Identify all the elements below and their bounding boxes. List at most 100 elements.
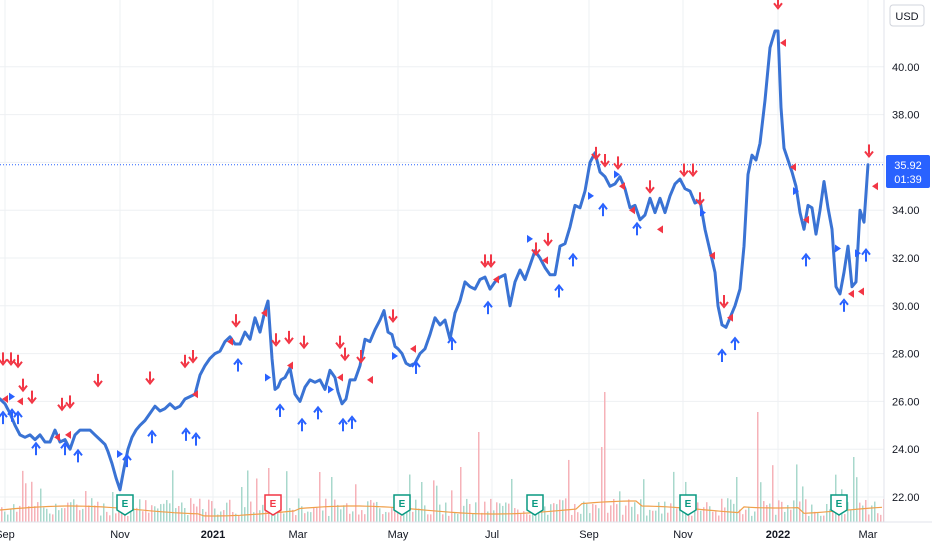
volume-bar: [352, 511, 354, 522]
entry-marker: [117, 449, 123, 458]
volume-bar: [676, 508, 678, 522]
earnings-badge[interactable]: E: [116, 494, 134, 516]
sell-arrow-head: [591, 153, 601, 161]
volume-bar: [127, 515, 129, 522]
volume-bar: [736, 477, 738, 522]
volume-bar: [25, 483, 27, 522]
volume-bar: [199, 498, 201, 522]
exit-marker: [493, 275, 499, 284]
sell-signal-arrow: [543, 232, 553, 247]
grid-lines: [0, 0, 884, 522]
volume-bar: [133, 508, 135, 522]
sell-arrow-head: [645, 186, 655, 194]
sell-arrow-head: [695, 198, 705, 206]
currency-label[interactable]: USD: [889, 4, 925, 27]
buy-arrow-head: [554, 283, 564, 292]
exit-marker: [410, 344, 416, 353]
sell-signal-arrow: [864, 144, 874, 159]
sell-arrow-head: [356, 356, 366, 364]
volume-bar: [721, 498, 723, 522]
sell-arrow-head: [613, 162, 623, 171]
sell-arrow-head: [543, 239, 553, 247]
earnings-badge[interactable]: E: [393, 494, 411, 516]
x-tick-label: May: [388, 529, 409, 541]
volume-bar: [763, 501, 765, 522]
volume-bar: [145, 500, 147, 522]
volume-bar: [535, 514, 537, 522]
sell-arrow-head: [0, 358, 8, 366]
earnings-badge-letter: E: [399, 499, 406, 510]
volume-bar: [253, 512, 255, 522]
buy-arrow-head: [598, 202, 608, 210]
volume-bar: [808, 515, 810, 522]
earnings-badge[interactable]: E: [830, 494, 848, 516]
volume-bar: [259, 510, 261, 522]
volume-bar: [553, 503, 555, 522]
volume-bar: [508, 503, 510, 522]
volume-bar: [28, 506, 30, 522]
volume-bar: [382, 514, 384, 522]
volume-bar: [238, 515, 240, 522]
volume-bar: [856, 477, 858, 522]
volume-bar: [463, 505, 465, 522]
volume-bar: [163, 503, 165, 522]
volume-bar: [280, 505, 282, 522]
volume-bar: [178, 506, 180, 522]
sell-arrow-head: [340, 353, 350, 362]
volume-bar: [775, 514, 777, 522]
earnings-badge-shape: [264, 494, 282, 516]
volume-bar: [271, 509, 273, 522]
buy-signal-arrow: [632, 221, 642, 236]
volume-bar: [580, 513, 582, 522]
volume-bar: [91, 498, 93, 522]
volume-bar: [19, 505, 21, 522]
volume-bar: [103, 503, 105, 522]
earnings-badge[interactable]: E: [679, 494, 697, 516]
sell-signal-arrow: [0, 352, 8, 366]
volume-bar: [385, 511, 387, 522]
volume-bar: [655, 510, 657, 522]
buy-signal-arrow: [598, 202, 608, 217]
volume-bar: [94, 505, 96, 522]
volume-bar: [490, 498, 492, 522]
time-axis[interactable]: Sep Nov 2021 Mar May Jul Sep Nov 2022 Mar: [0, 529, 878, 541]
volume-bar: [220, 511, 222, 522]
price-series-line[interactable]: [0, 29, 870, 492]
volume-bar: [682, 508, 684, 522]
volume-bar: [646, 515, 648, 522]
volume-bar: [865, 499, 867, 522]
volume-bar: [358, 514, 360, 522]
sell-arrow-head: [284, 337, 294, 345]
volume-bar: [634, 502, 636, 522]
volume-bar: [637, 514, 639, 522]
sell-signal-arrow: [773, 0, 783, 10]
volume-bar: [727, 498, 729, 522]
volume-bar: [475, 502, 477, 522]
buy-signal-arrow: [861, 248, 871, 262]
volume-bar: [10, 508, 12, 522]
volume-bar: [241, 487, 243, 522]
volume-bar: [142, 511, 144, 522]
volume-bar: [448, 515, 450, 522]
sell-arrow-head: [864, 150, 874, 159]
buy-arrow-head: [313, 405, 323, 413]
exit-marker: [727, 313, 733, 322]
x-tick-label: Nov: [673, 529, 693, 541]
volume-bar: [859, 502, 861, 522]
currency-box: [889, 4, 925, 27]
volume-bar: [583, 501, 585, 522]
sell-signal-arrow: [18, 378, 28, 393]
sell-signal-arrow: [180, 354, 190, 369]
x-tick-label: Mar: [289, 529, 308, 541]
volume-bar: [787, 505, 789, 522]
entry-marker: [793, 187, 799, 196]
price-axis[interactable]: 22.0024.0026.0028.0030.0032.0034.0036.00…: [892, 62, 920, 504]
volume-bar: [643, 479, 645, 522]
earnings-badge[interactable]: E: [264, 494, 282, 516]
volume-bar: [793, 500, 795, 522]
volume-bar: [307, 511, 309, 522]
sell-arrow-head: [93, 380, 103, 388]
earnings-badge[interactable]: E: [526, 494, 544, 516]
